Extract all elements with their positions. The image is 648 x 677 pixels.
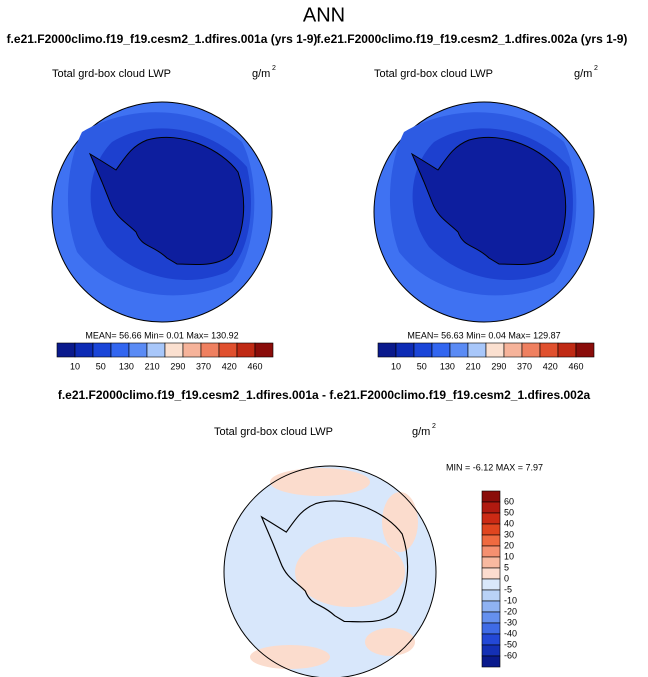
colorbar-box <box>481 490 501 503</box>
colorbar-label: 60 <box>504 496 514 506</box>
panel: f.e21.F2000climo.f19_f19.cesm2_1.dfires.… <box>7 32 318 371</box>
colorbar-box <box>481 589 501 602</box>
colorbar-box <box>431 342 451 358</box>
colorbar-label: 10 <box>504 551 514 561</box>
stats: MEAN= 56.66 Min= 0.01 Max= 130.92 <box>85 330 238 340</box>
colorbar-label: 10 <box>70 361 80 371</box>
colorbar-box <box>521 342 541 358</box>
colorbar-label: 290 <box>491 361 506 371</box>
case-title: f.e21.F2000climo.f19_f19.cesm2_1.dfires.… <box>317 32 628 46</box>
colorbar-box <box>200 342 220 358</box>
colorbar-label: 20 <box>504 540 514 550</box>
colorbar-box <box>236 342 256 358</box>
colorbar-label: 370 <box>517 361 532 371</box>
colorbar-label: 130 <box>119 361 134 371</box>
units-exponent: 2 <box>432 423 436 430</box>
colorbar-box <box>557 342 577 358</box>
colorbar-label: 290 <box>170 361 185 371</box>
units-exponent: 2 <box>272 65 276 72</box>
colorbar-label: 460 <box>568 361 583 371</box>
colorbar-box <box>503 342 523 358</box>
colorbar-box <box>481 545 501 558</box>
colorbar-box <box>575 342 595 358</box>
colorbar-box <box>481 611 501 624</box>
colorbar-box <box>481 523 501 536</box>
colorbar-box <box>74 342 94 358</box>
colorbar-box <box>413 342 433 358</box>
variable-label: Total grd-box cloud LWP <box>52 68 171 80</box>
colorbar-box <box>539 342 559 358</box>
colorbar-box <box>56 342 76 358</box>
colorbar-box <box>481 512 501 525</box>
colorbar-box <box>481 556 501 569</box>
difference-panel: f.e21.F2000climo.f19_f19.cesm2_1.dfires.… <box>58 388 591 677</box>
colorbar-label: -5 <box>504 584 512 594</box>
colorbar: 10 50 130 210 290 370 420 460 <box>56 342 274 371</box>
colorbar-box <box>146 342 166 358</box>
stats: MEAN= 56.63 Min= 0.04 Max= 129.87 <box>407 330 560 340</box>
colorbar-box <box>218 342 238 358</box>
colorbar-label: 210 <box>145 361 160 371</box>
colorbar-box <box>377 342 397 358</box>
units-label: g/m <box>252 68 270 80</box>
colorbar-label: -30 <box>504 617 517 627</box>
colorbar-box <box>481 534 501 547</box>
colorbar-label: 50 <box>417 361 427 371</box>
colorbar-label: 130 <box>440 361 455 371</box>
colorbar-box <box>449 342 469 358</box>
colorbar-box <box>92 342 112 358</box>
colorbar: 10 50 130 210 290 370 420 460 <box>377 342 595 371</box>
stats: MIN = -6.12 MAX = 7.97 <box>446 462 543 472</box>
panel: f.e21.F2000climo.f19_f19.cesm2_1.dfires.… <box>317 32 628 371</box>
units-label: g/m <box>574 68 592 80</box>
colorbar-label: 210 <box>466 361 481 371</box>
map <box>223 465 437 677</box>
colorbar-box <box>485 342 505 358</box>
colorbar-label: 370 <box>196 361 211 371</box>
colorbar-box <box>481 644 501 657</box>
colorbar-label: -10 <box>504 595 517 605</box>
colorbar-box <box>481 578 501 591</box>
map <box>51 101 273 323</box>
colorbar-box <box>467 342 487 358</box>
colorbar-label: 420 <box>222 361 237 371</box>
colorbar-label: 420 <box>543 361 558 371</box>
map <box>373 101 595 323</box>
colorbar-box <box>182 342 202 358</box>
units-label: g/m <box>412 426 430 438</box>
colorbar-label: -60 <box>504 650 517 660</box>
colorbar-box <box>481 501 501 514</box>
colorbar-box <box>128 342 148 358</box>
colorbar-label: 5 <box>504 562 509 572</box>
colorbar-label: 50 <box>504 507 514 517</box>
colorbar-label: 50 <box>96 361 106 371</box>
units-exponent: 2 <box>594 65 598 72</box>
colorbar-box <box>254 342 274 358</box>
colorbar-box <box>481 655 501 668</box>
colorbar-box <box>481 600 501 613</box>
colorbar-box <box>164 342 184 358</box>
case-title: f.e21.F2000climo.f19_f19.cesm2_1.dfires.… <box>7 32 318 46</box>
colorbar-label: -50 <box>504 639 517 649</box>
colorbar-label: 0 <box>504 573 509 583</box>
colorbar-box <box>110 342 130 358</box>
variable-label: Total grd-box cloud LWP <box>214 426 333 438</box>
colorbar-label: 30 <box>504 529 514 539</box>
main-title: ANN <box>303 4 345 26</box>
colorbar-label: 40 <box>504 518 514 528</box>
colorbar-box <box>481 622 501 635</box>
colorbar-label: -40 <box>504 628 517 638</box>
colorbar-label: 460 <box>247 361 262 371</box>
colorbar-box <box>395 342 415 358</box>
colorbar-box <box>481 633 501 646</box>
colorbar-label: -20 <box>504 606 517 616</box>
colorbar-label: 10 <box>391 361 401 371</box>
variable-label: Total grd-box cloud LWP <box>374 68 493 80</box>
difference-title: f.e21.F2000climo.f19_f19.cesm2_1.dfires.… <box>58 388 591 402</box>
colorbar-box <box>481 567 501 580</box>
